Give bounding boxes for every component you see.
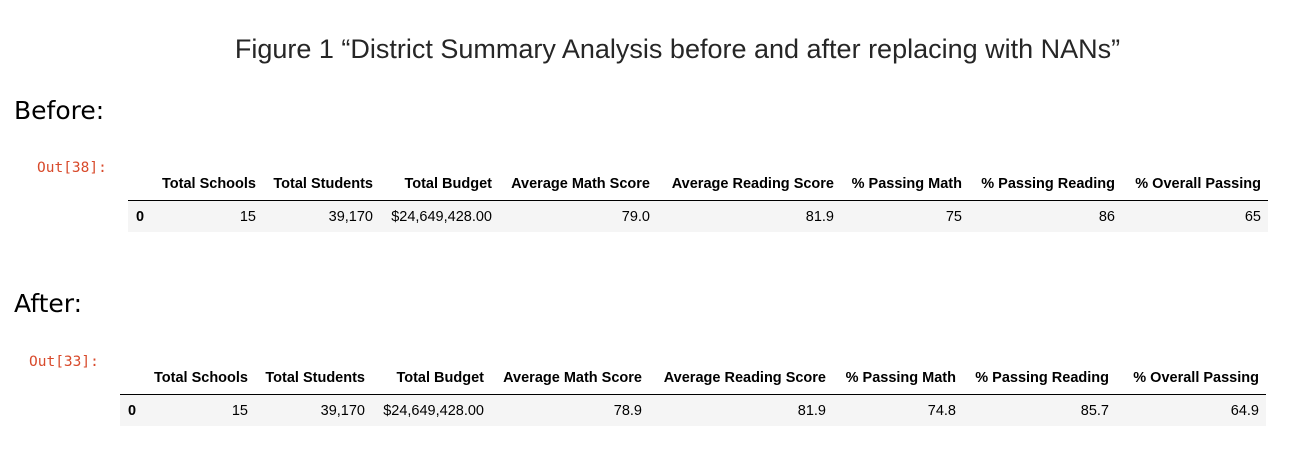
before-header-row: Total Schools Total Students Total Budge… — [128, 168, 1268, 201]
column-header: Total Students — [265, 370, 365, 386]
index-header — [128, 168, 152, 201]
column-header: Total Budget — [404, 176, 492, 192]
column-header: % Passing Reading — [981, 176, 1115, 192]
column-header: % Passing Reading — [975, 370, 1109, 386]
column-header: Total Students — [273, 176, 373, 192]
table-cell: $24,649,428.00 — [380, 200, 499, 232]
column-header: Average Math Score — [511, 176, 650, 192]
after-header-row: Total Schools Total Students Total Budge… — [120, 362, 1266, 395]
table-cell: $24,649,428.00 — [372, 394, 491, 426]
after-out-prompt: Out[33]: — [29, 354, 99, 370]
table-cell: 64.9 — [1116, 394, 1266, 426]
column-header: Average Reading Score — [663, 370, 826, 386]
column-header: Average Math Score — [503, 370, 642, 386]
after-label: After: — [14, 289, 83, 318]
table-cell: 15 — [152, 200, 263, 232]
row-index: 0 — [128, 200, 152, 232]
table-cell: 81.9 — [657, 200, 841, 232]
table-cell: 79.0 — [499, 200, 657, 232]
before-summary-table: Total Schools Total Students Total Budge… — [128, 168, 1268, 232]
table-row: 0 15 39,170 $24,649,428.00 78.9 81.9 74.… — [120, 394, 1266, 426]
index-header — [120, 362, 144, 395]
table-cell: 74.8 — [833, 394, 963, 426]
column-header: % Passing Math — [845, 370, 956, 386]
column-header: Total Schools — [162, 176, 256, 192]
before-label: Before: — [14, 96, 105, 125]
table-cell: 75 — [841, 200, 969, 232]
column-header: % Overall Passing — [1135, 176, 1261, 192]
table-cell: 39,170 — [255, 394, 372, 426]
figure-title: Figure 1 “District Summary Analysis befo… — [234, 34, 1121, 64]
table-cell: 78.9 — [491, 394, 649, 426]
table-cell: 39,170 — [263, 200, 380, 232]
column-header: Average Reading Score — [671, 176, 834, 192]
table-cell: 86 — [969, 200, 1122, 232]
after-summary-table: Total Schools Total Students Total Budge… — [120, 362, 1266, 426]
table-cell: 81.9 — [649, 394, 833, 426]
table-row: 0 15 39,170 $24,649,428.00 79.0 81.9 75 … — [128, 200, 1268, 232]
column-header: Total Schools — [154, 370, 248, 386]
column-header: Total Budget — [396, 370, 484, 386]
before-out-prompt: Out[38]: — [37, 160, 107, 176]
column-header: % Overall Passing — [1133, 370, 1259, 386]
table-cell: 85.7 — [963, 394, 1116, 426]
table-cell: 65 — [1122, 200, 1268, 232]
row-index: 0 — [120, 394, 144, 426]
table-cell: 15 — [144, 394, 255, 426]
column-header: % Passing Math — [851, 176, 962, 192]
